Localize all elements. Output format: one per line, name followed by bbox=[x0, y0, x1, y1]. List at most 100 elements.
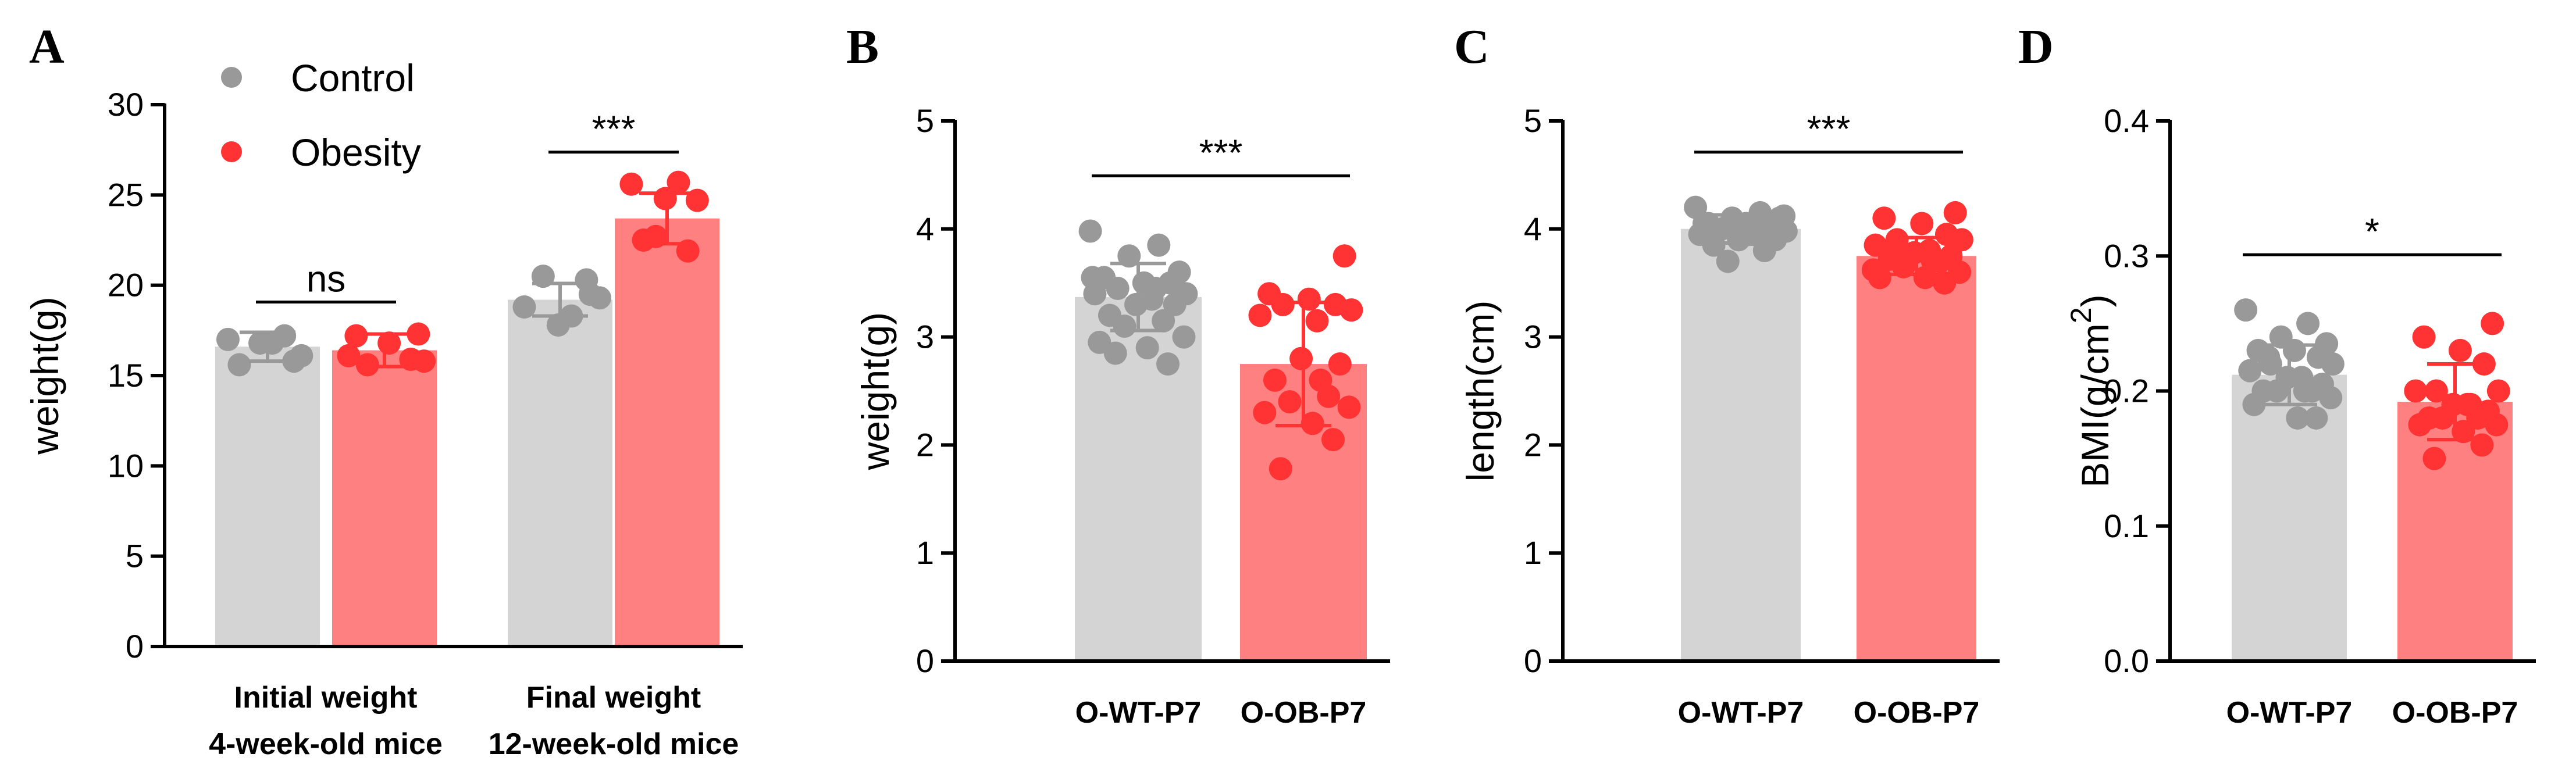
data-point bbox=[1943, 201, 1967, 224]
data-point bbox=[1297, 287, 1321, 311]
y-tick-label: 0 bbox=[1524, 642, 1542, 679]
y-tick-label: 0.1 bbox=[2104, 508, 2149, 544]
data-point bbox=[2448, 338, 2472, 362]
significance-label: *** bbox=[1807, 108, 1851, 150]
data-point bbox=[1253, 401, 1277, 424]
data-point bbox=[2404, 379, 2428, 403]
data-point bbox=[1305, 309, 1329, 333]
category-label: O-OB-P7 bbox=[1854, 696, 1980, 730]
data-point bbox=[1117, 244, 1141, 268]
y-tick-label: 1 bbox=[1524, 534, 1542, 571]
panel-B: B 0 1 2 3 4 5 weight(g) O-WT-P7 O-OB-P7 *** bbox=[846, 20, 1390, 730]
y-tick-label: 25 bbox=[108, 176, 144, 213]
category-label: O-WT-P7 bbox=[1678, 696, 1804, 730]
data-point bbox=[216, 327, 240, 351]
data-point bbox=[1143, 276, 1167, 300]
data-point bbox=[1106, 276, 1130, 300]
y-tick-label: 15 bbox=[108, 357, 144, 394]
panel-A: A 0 5 10 15 20 25 30 weight(g) Initial weight 4-we… bbox=[23, 20, 743, 761]
data-point bbox=[1772, 204, 1796, 228]
significance-label: *** bbox=[592, 108, 636, 150]
data-point bbox=[1872, 206, 1896, 230]
data-point bbox=[2459, 392, 2482, 416]
data-point bbox=[546, 313, 570, 337]
data-point bbox=[1337, 395, 1361, 419]
data-point bbox=[1321, 428, 1345, 452]
data-point bbox=[1248, 303, 1272, 327]
data-point bbox=[2412, 325, 2436, 349]
y-tick-label: 20 bbox=[108, 267, 144, 303]
y-tick-label: 5 bbox=[916, 102, 934, 139]
data-point bbox=[1309, 368, 1332, 392]
data-point bbox=[1921, 249, 1944, 273]
category-label: Initial weight bbox=[234, 681, 418, 715]
data-point bbox=[2431, 406, 2454, 430]
y-tick-label: 10 bbox=[108, 447, 144, 484]
data-point bbox=[2321, 352, 2345, 376]
data-point bbox=[578, 283, 602, 306]
bar-obesity bbox=[615, 218, 719, 647]
data-point bbox=[2286, 406, 2310, 430]
data-point bbox=[2481, 312, 2504, 335]
y-tick-label: 0 bbox=[126, 628, 144, 665]
data-point bbox=[337, 344, 361, 367]
category-label: O-WT-P7 bbox=[2226, 696, 2353, 730]
data-point bbox=[1289, 347, 1313, 370]
data-point bbox=[1081, 266, 1104, 290]
y-tick-label: 1 bbox=[916, 534, 934, 571]
y-axis-label: weight(g) bbox=[854, 312, 897, 470]
data-point bbox=[2304, 406, 2328, 430]
data-point bbox=[2470, 433, 2494, 457]
data-point bbox=[1113, 315, 1136, 338]
data-point bbox=[1271, 292, 1295, 316]
data-point bbox=[1910, 212, 1934, 235]
data-point bbox=[2265, 379, 2289, 403]
legend-label-obesity: Obesity bbox=[291, 131, 421, 174]
y-tick-label: 0.4 bbox=[2104, 102, 2149, 139]
panel-D: D 0.0 0.1 0.2 0.3 0.4 BMI(g/cm2) O-WT-P7 O-OB-P7… bbox=[2018, 20, 2536, 730]
data-point bbox=[2242, 392, 2266, 416]
data-point bbox=[2424, 379, 2448, 403]
data-point bbox=[2319, 386, 2343, 410]
y-tick-label: 30 bbox=[108, 86, 144, 123]
panel-letter-C: C bbox=[1454, 20, 1490, 74]
data-point bbox=[1339, 298, 1363, 322]
data-point bbox=[1757, 217, 1781, 241]
y-tick-label: 5 bbox=[1524, 102, 1542, 139]
data-point bbox=[2408, 413, 2432, 437]
data-point bbox=[1163, 292, 1187, 316]
category-label: Final weight bbox=[526, 681, 701, 715]
y-tick-label: 0.0 bbox=[2104, 642, 2149, 679]
data-point bbox=[1078, 219, 1102, 243]
y-tick-label: 3 bbox=[916, 319, 934, 355]
y-tick-label: 0.2 bbox=[2104, 373, 2149, 409]
data-point bbox=[2472, 352, 2496, 376]
category-label: O-OB-P7 bbox=[1241, 696, 1367, 730]
data-point bbox=[619, 172, 643, 196]
data-point bbox=[2238, 359, 2262, 383]
significance-label: *** bbox=[1199, 132, 1243, 174]
y-tick-label: 5 bbox=[126, 538, 144, 574]
bar-obesity bbox=[332, 350, 437, 647]
legend: Control Obesity bbox=[221, 56, 421, 174]
category-label: 4-week-old mice bbox=[209, 727, 443, 761]
significance-label: * bbox=[2365, 210, 2379, 252]
data-point bbox=[412, 349, 436, 373]
data-point bbox=[2257, 345, 2281, 369]
y-tick-label: 2 bbox=[916, 426, 934, 463]
data-point bbox=[344, 324, 368, 348]
bar-control bbox=[215, 347, 320, 647]
data-point bbox=[261, 331, 284, 355]
category-label: O-OB-P7 bbox=[2392, 696, 2518, 730]
data-point bbox=[2452, 420, 2475, 444]
data-point bbox=[512, 295, 536, 319]
panel-letter-B: B bbox=[846, 20, 879, 74]
data-point bbox=[2486, 379, 2510, 403]
category-label: O-WT-P7 bbox=[1075, 696, 1202, 730]
y-tick-label: 0 bbox=[916, 642, 934, 679]
bar-control bbox=[508, 299, 612, 647]
y-tick-label: 4 bbox=[916, 210, 934, 247]
bar-obesity bbox=[1857, 256, 1976, 661]
y-tick-label: 0.3 bbox=[2104, 237, 2149, 274]
